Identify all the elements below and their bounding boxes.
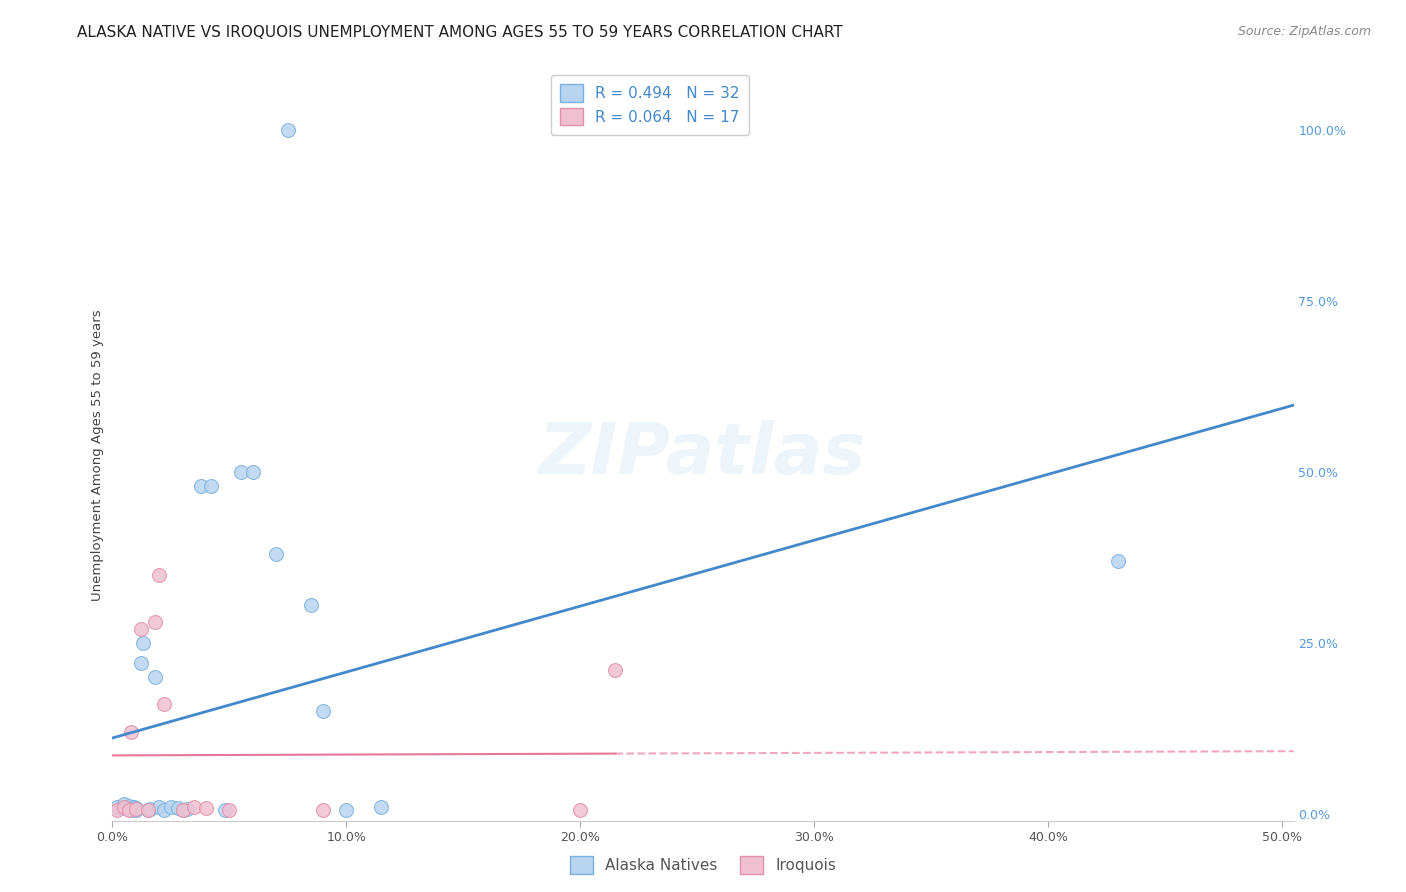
Point — [229, 465, 252, 479]
Point — [277, 123, 299, 137]
Point — [129, 657, 152, 671]
Point — [122, 800, 145, 814]
Point — [160, 800, 183, 814]
Point — [370, 800, 392, 814]
Point — [143, 615, 166, 630]
Point — [148, 800, 170, 814]
Point — [136, 804, 159, 818]
Point — [112, 797, 135, 811]
Point — [183, 800, 205, 814]
Point — [125, 802, 148, 816]
Point — [569, 804, 592, 818]
Point — [111, 801, 134, 815]
Point — [105, 804, 128, 818]
Point — [1107, 554, 1129, 568]
Point — [120, 803, 142, 817]
Text: ALASKA NATIVE VS IROQUOIS UNEMPLOYMENT AMONG AGES 55 TO 59 YEARS CORRELATION CHA: ALASKA NATIVE VS IROQUOIS UNEMPLOYMENT A… — [77, 25, 844, 40]
Point — [112, 800, 135, 814]
Point — [242, 465, 264, 479]
Legend: R = 0.494   N = 32, R = 0.064   N = 17: R = 0.494 N = 32, R = 0.064 N = 17 — [551, 75, 749, 135]
Point — [195, 801, 218, 815]
Point — [218, 803, 240, 817]
Point — [132, 636, 155, 650]
Point — [125, 804, 148, 818]
Point — [153, 698, 176, 712]
Y-axis label: Unemployment Among Ages 55 to 59 years: Unemployment Among Ages 55 to 59 years — [91, 310, 104, 600]
Point — [120, 724, 142, 739]
Point — [129, 622, 152, 636]
Point — [312, 803, 335, 817]
Point — [148, 567, 170, 582]
Point — [299, 599, 322, 613]
Point — [264, 547, 287, 561]
Point — [118, 798, 141, 813]
Point — [200, 478, 222, 492]
Point — [153, 803, 176, 817]
Point — [172, 804, 194, 818]
Point — [172, 804, 194, 818]
Point — [118, 804, 141, 818]
Point — [105, 800, 128, 814]
Text: Source: ZipAtlas.com: Source: ZipAtlas.com — [1237, 25, 1371, 38]
Point — [167, 801, 190, 815]
Point — [214, 804, 236, 818]
Text: ZIPatlas: ZIPatlas — [540, 420, 866, 490]
Point — [335, 804, 357, 818]
Point — [176, 802, 198, 816]
Point — [605, 663, 627, 677]
Point — [136, 804, 159, 818]
Point — [115, 800, 138, 814]
Point — [190, 478, 212, 492]
Legend: Alaska Natives, Iroquois: Alaska Natives, Iroquois — [564, 850, 842, 880]
Point — [143, 670, 166, 684]
Point — [125, 801, 148, 815]
Point — [139, 802, 162, 816]
Point — [312, 704, 335, 718]
